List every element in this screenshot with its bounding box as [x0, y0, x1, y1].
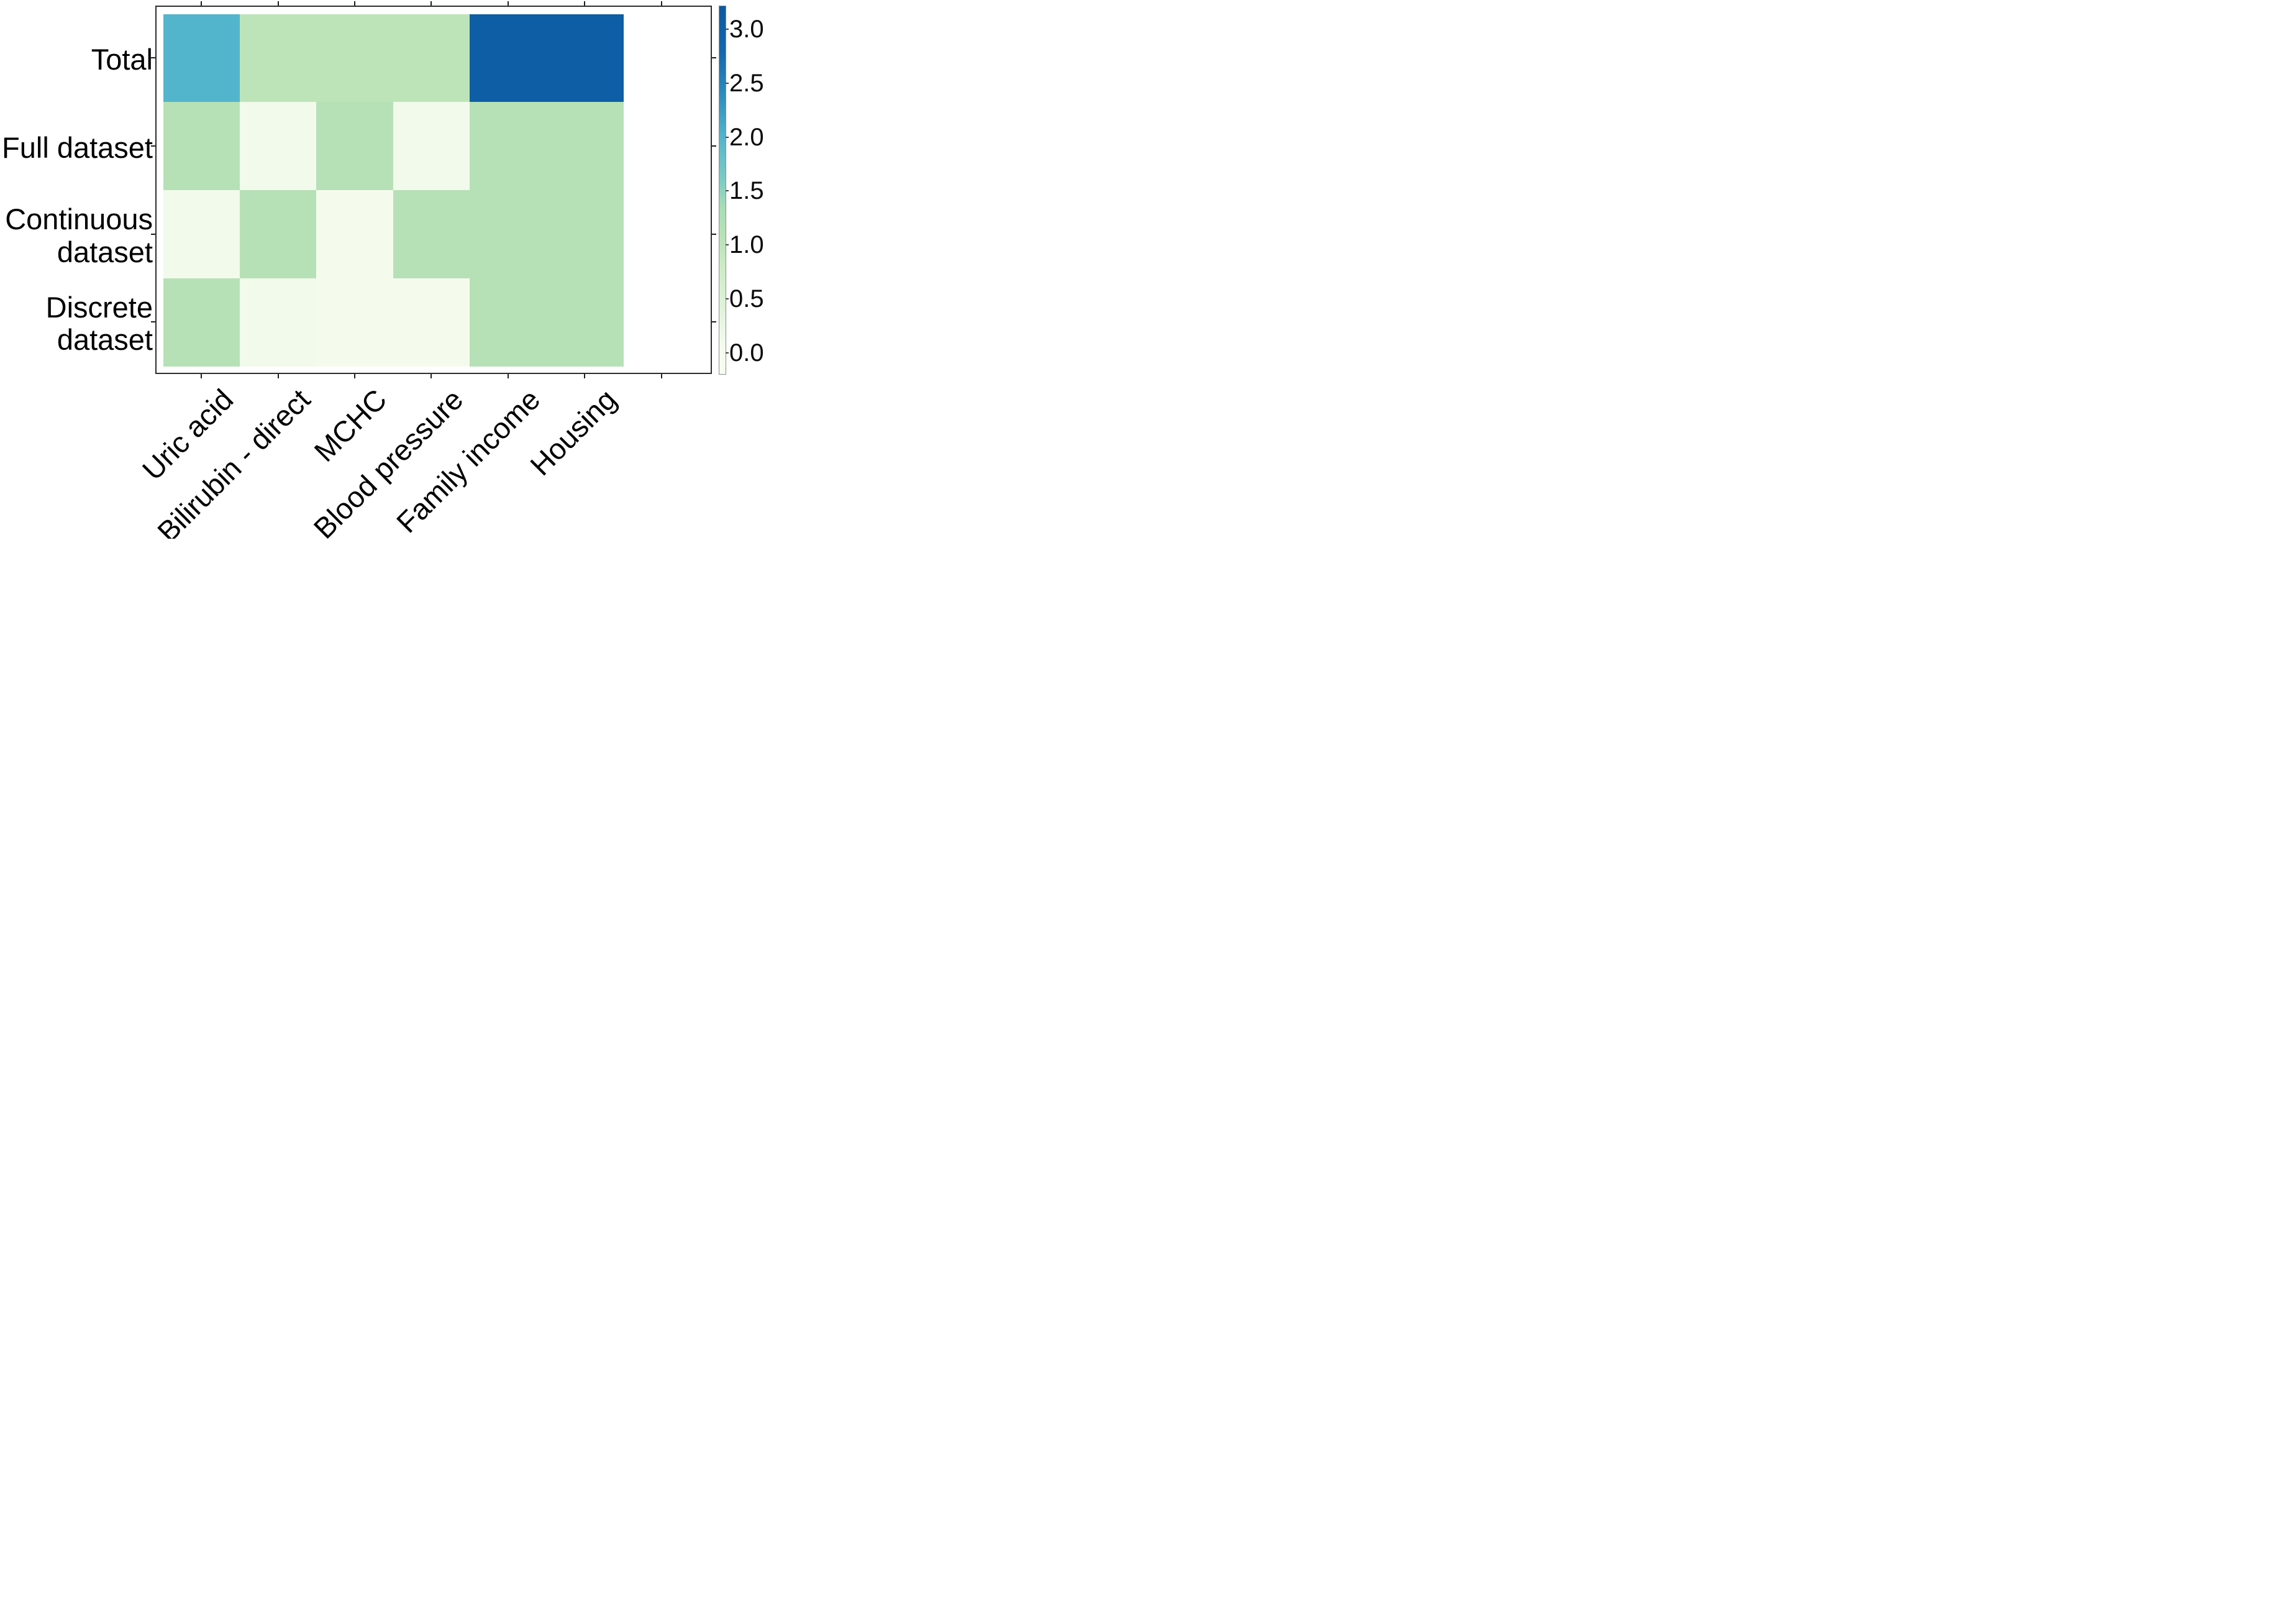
- y-tick-right-2: [712, 233, 716, 235]
- axis-ticks-layer: [0, 0, 765, 539]
- heatmap-cells-layer: [0, 0, 765, 539]
- cell-total-mchc: [316, 14, 394, 103]
- x-tick-bottom-0: [201, 374, 203, 378]
- heatmap-figure: Total Full dataset Continuous dataset Discr…: [0, 0, 765, 539]
- cell-continuous-dataset-mchc: [316, 189, 394, 279]
- colorbar-label-0.5: 0.5: [729, 285, 764, 313]
- cell-continuous-dataset-family-income: [470, 189, 547, 279]
- x-tick-top-6: [660, 1, 662, 6]
- x-tick-bottom-1: [277, 374, 279, 378]
- cell-discrete-dataset-mchc: [316, 278, 394, 367]
- cell-continuous-dataset-uric-acid: [163, 189, 240, 279]
- y-axis-label-total: Total: [91, 43, 153, 76]
- cell-discrete-dataset-bilirubin-direct: [239, 278, 317, 367]
- x-tick-top-0: [201, 1, 203, 6]
- y-tick-left-0: [151, 57, 155, 59]
- colorbar-label-1.0: 1.0: [729, 231, 764, 259]
- y-tick-left-3: [151, 321, 155, 323]
- x-tick-top-4: [507, 1, 509, 6]
- y-tick-right-0: [712, 57, 716, 59]
- cell-continuous-dataset-housing: [546, 189, 624, 279]
- x-tick-top-3: [430, 1, 432, 6]
- x-tick-top-1: [277, 1, 279, 6]
- cell-full-dataset-blood-pressure: [393, 102, 470, 191]
- cell-total-blood-pressure: [393, 14, 470, 103]
- y-tick-right-3: [712, 321, 716, 323]
- colorbar-tick-0.0: [725, 352, 729, 354]
- colorbar-tick-1.0: [725, 244, 729, 246]
- x-tick-top-2: [354, 1, 355, 6]
- cell-full-dataset-mchc: [316, 102, 394, 191]
- cell-total-bilirubin-direct: [239, 14, 317, 103]
- cell-full-dataset-housing: [546, 102, 624, 191]
- y-axis-labels: Total Full dataset Continuous dataset Discr…: [0, 0, 765, 539]
- y-tick-right-1: [712, 145, 716, 147]
- colorbar: [718, 6, 726, 375]
- colorbar-label-3.0: 3.0: [729, 15, 764, 43]
- colorbar-tick-1.5: [725, 190, 729, 192]
- cell-full-dataset-uric-acid: [163, 102, 240, 191]
- x-tick-bottom-5: [584, 374, 586, 378]
- x-tick-bottom-3: [430, 374, 432, 378]
- x-tick-bottom-4: [507, 374, 509, 378]
- y-axis-label-full-dataset: Full dataset: [2, 130, 153, 164]
- y-axis-label-continuous-dataset: Continuous dataset: [5, 203, 153, 268]
- cell-continuous-dataset-blood-pressure: [393, 189, 470, 279]
- cell-total-housing: [546, 14, 624, 103]
- colorbar-tick-2.5: [725, 82, 729, 84]
- cell-full-dataset-family-income: [470, 102, 547, 191]
- cell-discrete-dataset-family-income: [470, 278, 547, 367]
- y-tick-left-1: [151, 145, 155, 147]
- cell-discrete-dataset-uric-acid: [163, 278, 240, 367]
- plot-frame: [155, 6, 712, 374]
- cell-total-family-income: [470, 14, 547, 103]
- y-axis-label-discrete-dataset: Discrete dataset: [45, 290, 153, 357]
- colorbar-tick-0.5: [725, 298, 729, 300]
- cell-discrete-dataset-blood-pressure: [393, 278, 470, 367]
- colorbar-tick-3.0: [725, 28, 729, 30]
- colorbar-tick-2.0: [725, 136, 729, 138]
- colorbar-labels: 3.0 2.5 2.0 1.5 1.0 0.5 0.0: [0, 0, 765, 539]
- colorbar-label-2.5: 2.5: [729, 69, 764, 97]
- colorbar-label-2.0: 2.0: [729, 123, 764, 151]
- cell-discrete-dataset-housing: [546, 278, 624, 367]
- x-tick-top-5: [584, 1, 586, 6]
- cell-full-dataset-bilirubin-direct: [239, 102, 317, 191]
- y-tick-left-2: [151, 233, 155, 235]
- cell-continuous-dataset-bilirubin-direct: [239, 189, 317, 279]
- x-tick-bottom-6: [660, 374, 662, 378]
- colorbar-label-1.5: 1.5: [729, 177, 764, 205]
- colorbar-label-0.0: 0.0: [729, 339, 764, 367]
- cell-total-uric-acid: [163, 14, 240, 103]
- x-tick-bottom-2: [354, 374, 355, 378]
